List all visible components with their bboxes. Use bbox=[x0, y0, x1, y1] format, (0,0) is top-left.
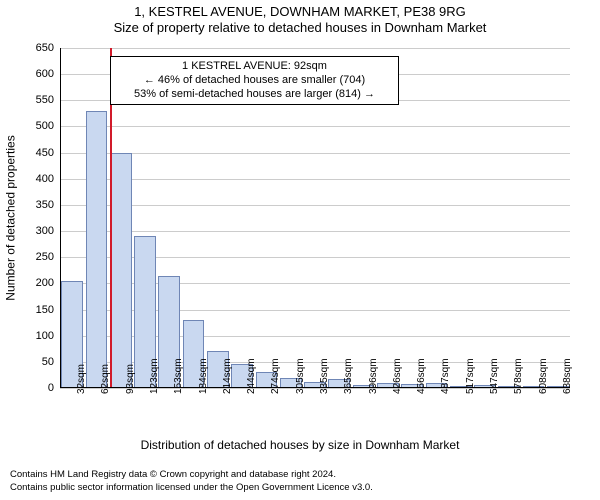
footer-line2: Contains public sector information licen… bbox=[10, 482, 373, 494]
xtick-label: 396sqm bbox=[368, 358, 379, 394]
annotation-line1: 1 KESTREL AVENUE: 92sqm bbox=[117, 60, 392, 74]
ytick-label: 600 bbox=[24, 68, 54, 80]
xtick-label: 547sqm bbox=[489, 358, 500, 394]
xtick-label: 32sqm bbox=[76, 364, 87, 394]
ytick-label: 100 bbox=[24, 330, 54, 342]
xtick-label: 93sqm bbox=[125, 364, 136, 394]
ytick-label: 650 bbox=[24, 42, 54, 54]
xtick-label: 244sqm bbox=[246, 358, 257, 394]
ytick-label: 150 bbox=[24, 304, 54, 316]
xtick-label: 62sqm bbox=[100, 364, 111, 394]
xtick-label: 638sqm bbox=[562, 358, 573, 394]
annotation-box: 1 KESTREL AVENUE: 92sqm ← 46% of detache… bbox=[110, 56, 399, 105]
footer-line1: Contains HM Land Registry data © Crown c… bbox=[10, 469, 373, 481]
ytick-label: 350 bbox=[24, 199, 54, 211]
histogram-bar bbox=[86, 111, 108, 388]
xtick-label: 578sqm bbox=[513, 358, 524, 394]
xtick-label: 487sqm bbox=[440, 358, 451, 394]
ytick-label: 450 bbox=[24, 147, 54, 159]
chart-container: 1, KESTREL AVENUE, DOWNHAM MARKET, PE38 … bbox=[0, 0, 600, 500]
xtick-label: 608sqm bbox=[538, 358, 549, 394]
ytick-label: 200 bbox=[24, 277, 54, 289]
chart-title-line1: 1, KESTREL AVENUE, DOWNHAM MARKET, PE38 … bbox=[0, 4, 600, 19]
annotation-line2: ← 46% of detached houses are smaller (70… bbox=[117, 74, 392, 88]
histogram-bar bbox=[110, 153, 132, 388]
ytick-label: 250 bbox=[24, 251, 54, 263]
xtick-label: 335sqm bbox=[319, 358, 330, 394]
xtick-label: 426sqm bbox=[392, 358, 403, 394]
xtick-label: 365sqm bbox=[343, 358, 354, 394]
ytick-label: 400 bbox=[24, 173, 54, 185]
xtick-label: 214sqm bbox=[222, 358, 233, 394]
xtick-label: 456sqm bbox=[416, 358, 427, 394]
ytick-label: 50 bbox=[24, 356, 54, 368]
ytick-label: 300 bbox=[24, 225, 54, 237]
ytick-label: 0 bbox=[24, 382, 54, 394]
xtick-label: 153sqm bbox=[173, 358, 184, 394]
ytick-label: 550 bbox=[24, 94, 54, 106]
ytick-label: 500 bbox=[24, 120, 54, 132]
y-axis-label: Number of detached properties bbox=[2, 48, 20, 388]
x-axis-ticks: 32sqm62sqm93sqm123sqm153sqm184sqm214sqm2… bbox=[60, 390, 570, 440]
xtick-label: 184sqm bbox=[198, 358, 209, 394]
y-axis-line bbox=[60, 48, 61, 388]
chart-title-line2: Size of property relative to detached ho… bbox=[0, 20, 600, 35]
y-axis-ticks: 050100150200250300350400450500550600650 bbox=[24, 48, 58, 388]
footer-attribution: Contains HM Land Registry data © Crown c… bbox=[10, 469, 373, 494]
xtick-label: 274sqm bbox=[270, 358, 281, 394]
x-axis-title: Distribution of detached houses by size … bbox=[0, 438, 600, 452]
xtick-label: 123sqm bbox=[149, 358, 160, 394]
xtick-label: 517sqm bbox=[465, 358, 476, 394]
xtick-label: 305sqm bbox=[295, 358, 306, 394]
annotation-line3: 53% of semi-detached houses are larger (… bbox=[117, 88, 392, 102]
